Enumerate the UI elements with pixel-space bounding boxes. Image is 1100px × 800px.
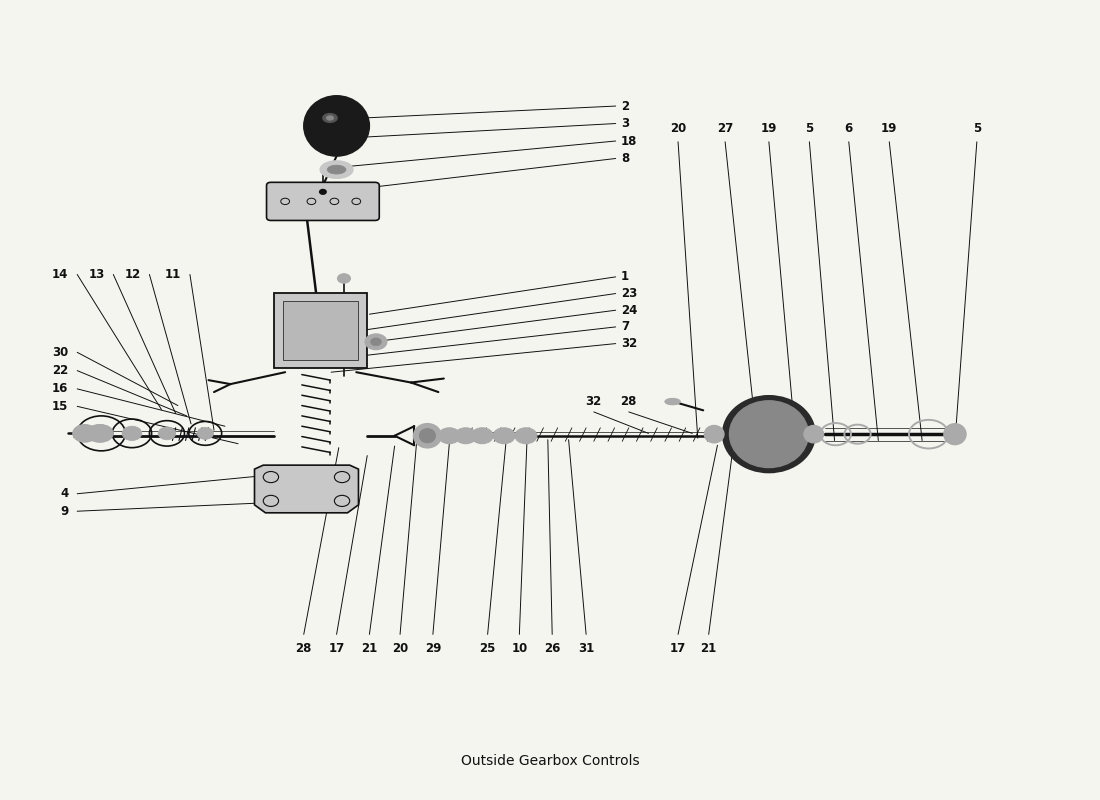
- Text: 10: 10: [512, 642, 528, 655]
- Text: Outside Gearbox Controls: Outside Gearbox Controls: [461, 754, 639, 769]
- Text: 30: 30: [52, 346, 68, 359]
- Text: 13: 13: [88, 268, 104, 281]
- Circle shape: [158, 427, 176, 440]
- Text: 25: 25: [480, 642, 496, 655]
- Text: 12: 12: [124, 268, 141, 281]
- Circle shape: [87, 425, 111, 442]
- Circle shape: [320, 190, 327, 194]
- Ellipse shape: [414, 424, 441, 448]
- Circle shape: [73, 425, 97, 442]
- Circle shape: [89, 425, 113, 442]
- Text: 5: 5: [805, 122, 814, 135]
- Text: 27: 27: [717, 122, 734, 135]
- Text: 1: 1: [621, 270, 629, 283]
- Text: 14: 14: [52, 268, 68, 281]
- Ellipse shape: [419, 429, 436, 443]
- FancyBboxPatch shape: [266, 182, 380, 221]
- Polygon shape: [283, 301, 359, 360]
- Text: 28: 28: [620, 395, 637, 408]
- Ellipse shape: [944, 424, 966, 445]
- Text: 9: 9: [60, 505, 68, 518]
- Circle shape: [371, 338, 382, 346]
- Circle shape: [338, 274, 351, 283]
- Text: 6: 6: [845, 122, 853, 135]
- Text: 20: 20: [392, 642, 408, 655]
- Text: 5: 5: [972, 122, 981, 135]
- Text: 32: 32: [585, 395, 602, 408]
- Circle shape: [515, 428, 537, 444]
- Polygon shape: [274, 293, 367, 368]
- Ellipse shape: [328, 166, 345, 174]
- Circle shape: [454, 428, 476, 444]
- Text: 21: 21: [701, 642, 717, 655]
- Text: 19: 19: [881, 122, 898, 135]
- Circle shape: [197, 427, 213, 439]
- Circle shape: [439, 428, 460, 444]
- Text: 4: 4: [60, 487, 68, 500]
- Text: 17: 17: [670, 642, 686, 655]
- Text: 32: 32: [621, 337, 637, 350]
- Ellipse shape: [304, 96, 370, 156]
- Text: 23: 23: [621, 287, 637, 300]
- Text: 26: 26: [544, 642, 560, 655]
- Ellipse shape: [723, 396, 815, 472]
- Text: 19: 19: [761, 122, 777, 135]
- Polygon shape: [254, 465, 359, 513]
- Text: 21: 21: [361, 642, 377, 655]
- Text: 29: 29: [425, 642, 441, 655]
- Text: 3: 3: [621, 117, 629, 130]
- Text: 8: 8: [621, 152, 629, 165]
- Text: 7: 7: [621, 321, 629, 334]
- Circle shape: [365, 334, 387, 350]
- Text: 18: 18: [621, 134, 638, 147]
- Circle shape: [471, 428, 493, 444]
- Ellipse shape: [729, 401, 808, 467]
- Text: 16: 16: [52, 382, 68, 395]
- Ellipse shape: [320, 161, 353, 178]
- Text: 24: 24: [621, 304, 638, 317]
- Text: 22: 22: [52, 364, 68, 377]
- Text: 31: 31: [578, 642, 594, 655]
- Text: 11: 11: [165, 268, 182, 281]
- Ellipse shape: [323, 114, 337, 122]
- Ellipse shape: [664, 398, 680, 405]
- Circle shape: [493, 428, 515, 444]
- Ellipse shape: [804, 426, 824, 443]
- Ellipse shape: [704, 426, 724, 443]
- Text: 2: 2: [621, 99, 629, 113]
- Circle shape: [122, 426, 142, 441]
- Text: 17: 17: [329, 642, 344, 655]
- Ellipse shape: [327, 116, 333, 120]
- Text: 15: 15: [52, 400, 68, 413]
- Text: 28: 28: [296, 642, 312, 655]
- Text: 20: 20: [670, 122, 686, 135]
